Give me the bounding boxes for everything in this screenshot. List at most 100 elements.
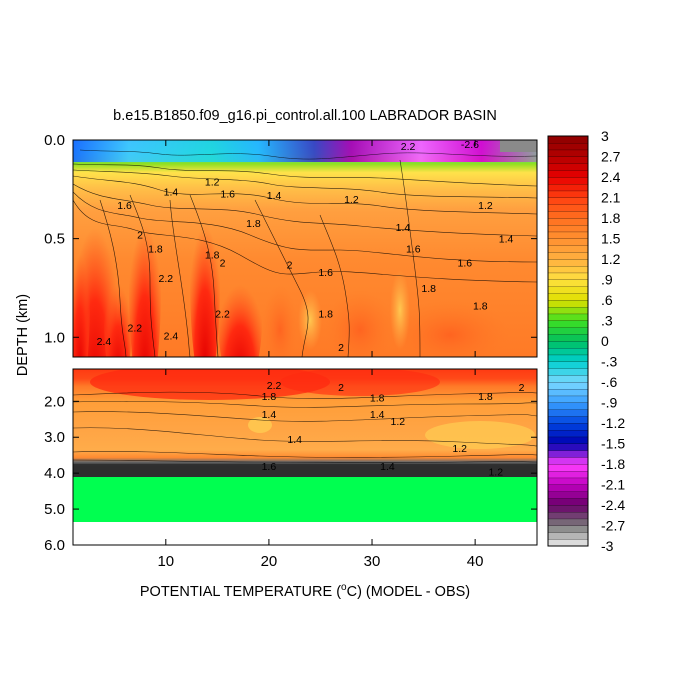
- contour-label: 1.2: [452, 443, 467, 455]
- y-tick-label: 0.5: [44, 231, 65, 248]
- upper-surface-anomaly: [73, 140, 537, 162]
- contour-label: 2.2: [158, 273, 173, 285]
- contour-label: 2: [338, 382, 344, 394]
- colorbar-label: 1.2: [601, 251, 621, 267]
- colorbar-swatch: [547, 258, 589, 267]
- y-axis-label: DEPTH (km): [15, 294, 31, 376]
- chart-title: b.e15.B1850.f09_g16.pi_control.all.100 L…: [113, 108, 497, 124]
- contour-label: 1.8: [421, 283, 436, 295]
- colorbar-label: -.3: [601, 354, 618, 370]
- colorbar-label: 1.8: [601, 210, 621, 226]
- colorbar-swatch: [547, 504, 589, 513]
- colorbar-swatch: [547, 135, 589, 144]
- y-tick-label: 2.0: [44, 393, 65, 410]
- colorbar-swatch: [547, 457, 589, 465]
- contour-label: 1.8: [262, 391, 277, 403]
- colorbar-swatch: [547, 518, 589, 526]
- colorbar-swatch: [547, 320, 589, 328]
- colorbar-swatch: [547, 525, 589, 533]
- colorbar-swatch: [547, 429, 589, 438]
- contour-label: 2.2: [215, 309, 230, 321]
- colorbar-swatch: [547, 238, 589, 246]
- x-tick-label: 20: [261, 553, 278, 570]
- colorbar-swatch: [547, 402, 589, 410]
- colorbar-swatch: [547, 142, 589, 151]
- contour-label: 1.6: [318, 267, 333, 279]
- contour-label: 2.2: [267, 380, 282, 392]
- colorbar-swatch: [547, 279, 589, 287]
- colorbar-swatch: [547, 477, 589, 485]
- contour-label: 1.4: [267, 190, 282, 202]
- colorbar-label: -.9: [601, 395, 618, 411]
- colorbar-label: 2.7: [601, 149, 621, 165]
- y-tick-label: 1.0: [44, 329, 65, 346]
- y-axis-lower: 2.0 3.0 4.0 5.0 6.0: [44, 393, 537, 554]
- x-axis-label: POTENTIAL TEMPERATURE (oC) (MODEL - OBS): [140, 582, 470, 600]
- colorbar-swatch: [547, 422, 589, 431]
- colorbar-label: -1.5: [601, 436, 625, 452]
- colorbar-swatch: [547, 334, 589, 342]
- lower-panel-field: [73, 369, 537, 545]
- y-tick-label: 6.0: [44, 537, 65, 554]
- y-tick-label: 5.0: [44, 501, 65, 518]
- contour-label: 2: [519, 382, 525, 394]
- colorbar-swatch: [547, 327, 589, 335]
- contour-label: 1.4: [262, 409, 277, 421]
- colorbar-swatch: [547, 176, 589, 185]
- colorbar-swatch: [547, 265, 589, 274]
- contour-label: 2.2: [128, 322, 143, 334]
- colorbar-swatch: [547, 395, 589, 403]
- contour-label: 1.4: [287, 434, 302, 446]
- colorbar-swatch: [547, 340, 589, 349]
- colorbar-label: 2.4: [601, 169, 621, 185]
- colorbar-swatch: [547, 190, 589, 198]
- y-tick-label: 4.0: [44, 465, 65, 482]
- colorbar-label: -2.1: [601, 477, 625, 493]
- lower-panel-frame: [72, 368, 538, 546]
- colorbar-swatch: [547, 436, 589, 444]
- colorbar-swatch: [547, 224, 589, 233]
- colorbar-swatch: [547, 231, 589, 239]
- colorbar-swatch: [547, 156, 589, 164]
- x-axis: 10 20 30 40: [157, 140, 483, 570]
- contour-label: 2: [220, 257, 226, 269]
- land-mask: [73, 477, 537, 522]
- colorbar-swatch: [547, 375, 589, 383]
- colorbar-swatch: [547, 272, 589, 280]
- colorbar-swatch: [547, 217, 589, 226]
- colorbar-label: .6: [601, 292, 613, 308]
- contour-label: 1.2: [390, 416, 405, 428]
- colorbar-label: -2.4: [601, 497, 625, 513]
- contour-label: 1.4: [164, 186, 179, 198]
- colorbar-label: .3: [601, 313, 613, 329]
- upper-panel-frame: [72, 139, 538, 358]
- contour-label: 1.6: [117, 200, 132, 212]
- contour-label: 2: [137, 230, 143, 242]
- contour-label: 1.2: [488, 466, 503, 478]
- colorbar-swatch: [547, 299, 589, 308]
- colorbar-label: 0: [601, 333, 609, 349]
- colorbar-swatch: [547, 211, 589, 219]
- x-tick-label: 10: [157, 553, 174, 570]
- colorbar-label: 1.5: [601, 231, 621, 247]
- colorbar-swatch: [547, 463, 589, 472]
- colorbar-swatch: [547, 197, 589, 205]
- contour-label: 1.8: [246, 218, 261, 230]
- colorbar-swatch: [547, 498, 589, 506]
- colorbar-swatch: [547, 252, 589, 260]
- lower-contours: [73, 391, 537, 463]
- contour-label: -2.6: [461, 139, 479, 151]
- contour-label: 2: [287, 259, 293, 271]
- colorbar-label: -1.8: [601, 456, 625, 472]
- contour-label: 1.8: [478, 391, 493, 403]
- y-tick-label: 0.0: [44, 132, 65, 149]
- y-tick-label: 3.0: [44, 429, 65, 446]
- contour-label: 1.8: [205, 249, 220, 261]
- colorbar-swatch: [547, 491, 589, 499]
- upper-panel-field: [73, 140, 537, 357]
- contour-label: 2.2: [401, 141, 416, 153]
- contour-label: 2.4: [97, 336, 112, 348]
- colorbar-label: .9: [601, 272, 613, 288]
- colorbar-swatch: [547, 170, 589, 178]
- colorbar-swatch: [547, 204, 589, 212]
